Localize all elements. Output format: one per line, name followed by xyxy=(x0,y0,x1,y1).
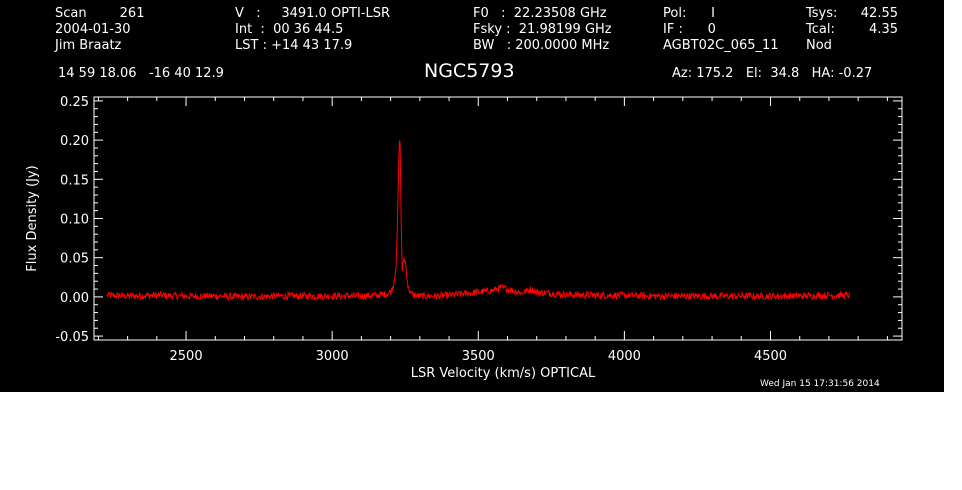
y-tick-label: 0.00 xyxy=(60,291,89,306)
observer-name: Jim Braatz xyxy=(55,38,122,53)
plot-timestamp: Wed Jan 15 17:31:56 2014 xyxy=(760,379,880,389)
rest-frequency: F0 : 22.23508 GHz xyxy=(473,6,607,21)
az-el-ha-info: Az: 175.2 El: 34.8 HA: -0.27 xyxy=(672,66,873,81)
spectrum-line xyxy=(106,140,850,302)
integration-time: Int : 00 36 44.5 xyxy=(235,22,344,37)
x-axis-label: LSR Velocity (km/s) OPTICAL xyxy=(411,366,596,381)
y-tick-label: -0.05 xyxy=(55,330,89,345)
source-coordinates: 14 59 18.06 -16 40 12.9 xyxy=(58,66,224,81)
velocity-info: V : 3491.0 OPTI-LSR xyxy=(235,6,391,21)
source-name-title: NGC5793 xyxy=(424,60,515,82)
spectrum-plot-panel: Scan 261 2004-01-30 Jim Braatz V : 3491.… xyxy=(0,0,944,392)
plot-frame xyxy=(93,96,903,341)
y-tick-label: 0.05 xyxy=(60,252,89,267)
tcal-label: Tcal: xyxy=(806,22,835,37)
bandwidth: BW : 200.0000 MHz xyxy=(473,38,610,53)
observation-date: 2004-01-30 xyxy=(55,22,131,37)
spectrum-chart: 2500 3000 3500 4000 4500 -0.05 0.00 0.05 0.10 0.1… xyxy=(25,95,903,381)
y-tick-label: 0.20 xyxy=(60,134,89,149)
x-tick-label: 3500 xyxy=(462,349,495,364)
y-tick-label: 0.25 xyxy=(60,95,89,110)
x-tick-label: 4000 xyxy=(608,349,641,364)
if-number: IF : 0 xyxy=(663,22,716,37)
y-axis-label: Flux Density (Jy) xyxy=(25,165,40,271)
tsys-label: Tsys: xyxy=(806,6,838,21)
x-tick-label: 2500 xyxy=(170,349,203,364)
nod-label: Nod xyxy=(806,38,832,53)
x-tick-label: 3000 xyxy=(316,349,349,364)
sky-frequency: Fsky : 21.98199 GHz xyxy=(473,22,612,37)
tcal-value: 4.35 xyxy=(869,22,898,37)
tsys-value: 42.55 xyxy=(860,6,898,21)
y-tick-label: 0.15 xyxy=(60,173,89,188)
y-tick-label: 0.10 xyxy=(60,213,89,228)
project-id: AGBT02C_065_11 xyxy=(663,38,779,53)
scan-number: Scan 261 xyxy=(55,6,145,21)
lst-info: LST : +14 43 17.9 xyxy=(235,38,353,53)
polarization: Pol: I xyxy=(663,6,715,21)
x-tick-label: 4500 xyxy=(754,349,787,364)
